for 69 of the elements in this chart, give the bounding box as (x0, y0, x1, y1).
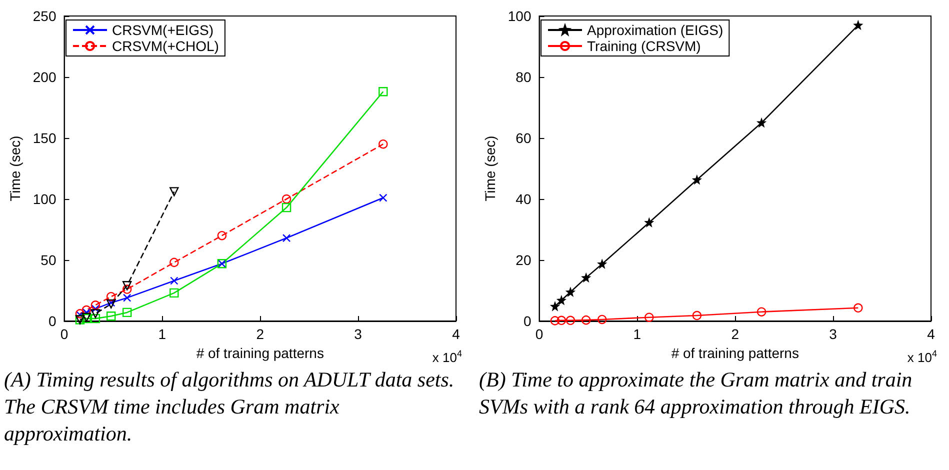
point (645, 218, 654, 227)
point (581, 315, 591, 325)
point (597, 314, 607, 324)
text: (A) Timing results of algorithms on ADULT data sets. The CRSVM time includes Gram matrix approximation. (4, 368, 460, 446)
point (692, 310, 702, 320)
point (122, 281, 132, 290)
legend-label: Approximation (EIGS) (587, 22, 724, 38)
point (90, 314, 100, 324)
legend-label: CRSVM(+EIGS) (112, 22, 214, 38)
point (566, 288, 575, 296)
y-tick-label: 80 (516, 69, 532, 85)
y-tick-label: 20 (516, 252, 532, 268)
point (106, 292, 116, 302)
point (122, 284, 132, 294)
y-tick-label: 250 (32, 8, 56, 24)
x-tick-label: 4 (927, 326, 936, 342)
x-tick-label: 0 (60, 326, 68, 342)
y-tick-label: 0 (48, 313, 56, 329)
y-axis-title: Time (sec) (482, 136, 498, 202)
legend-label: Training (CRSVM) (587, 38, 701, 54)
point (90, 309, 100, 318)
y-axis-title: Time (sec) (7, 136, 23, 202)
point (566, 316, 576, 325)
point (598, 260, 606, 268)
x-axis-title: # of training patterns (196, 344, 324, 361)
point (550, 302, 560, 310)
point (282, 194, 292, 204)
y-tick-label: 0 (523, 313, 532, 329)
y-tick-label: 60 (516, 130, 532, 146)
x-tick-label: 2 (256, 326, 264, 342)
point (550, 316, 560, 326)
x-tick-label: 1 (158, 326, 166, 342)
x-tick-label: 4 (452, 326, 460, 342)
point (170, 288, 179, 298)
x-tick-label: 0 (535, 326, 544, 342)
point (170, 276, 178, 285)
x-tick-label: 2 (731, 326, 740, 342)
y-tick-label: 200 (32, 69, 56, 85)
point (692, 176, 702, 184)
point (379, 194, 388, 202)
point (582, 274, 590, 282)
y-tick-label: 100 (32, 191, 56, 207)
point (854, 303, 863, 312)
y-tick-label: 100 (508, 8, 532, 24)
point (282, 234, 291, 242)
x-axis-title: # of training patterns (671, 344, 799, 361)
point (90, 300, 100, 310)
point (217, 231, 227, 240)
y-tick-label: 150 (32, 130, 56, 146)
y-tick-label: 40 (516, 191, 532, 207)
point (557, 296, 566, 304)
x-tick-label: 1 (633, 326, 642, 342)
text: (B) Time to approximate the Gram matrix and train SVMs with a rank 64 approximation through EIGS. (479, 368, 918, 418)
point (644, 312, 654, 322)
point (378, 87, 388, 96)
point (122, 294, 132, 302)
point (378, 140, 388, 149)
point (756, 307, 766, 316)
point (170, 187, 179, 196)
point (556, 316, 566, 325)
point (122, 308, 132, 318)
x-tick-label: 3 (829, 326, 838, 342)
point (91, 304, 100, 313)
y-tick-label: 50 (40, 252, 56, 268)
point (282, 202, 292, 212)
point (106, 312, 116, 321)
legend-label: CRSVM(+CHOL) (112, 38, 219, 54)
x-tick-label: 3 (354, 326, 362, 342)
point (170, 258, 179, 268)
